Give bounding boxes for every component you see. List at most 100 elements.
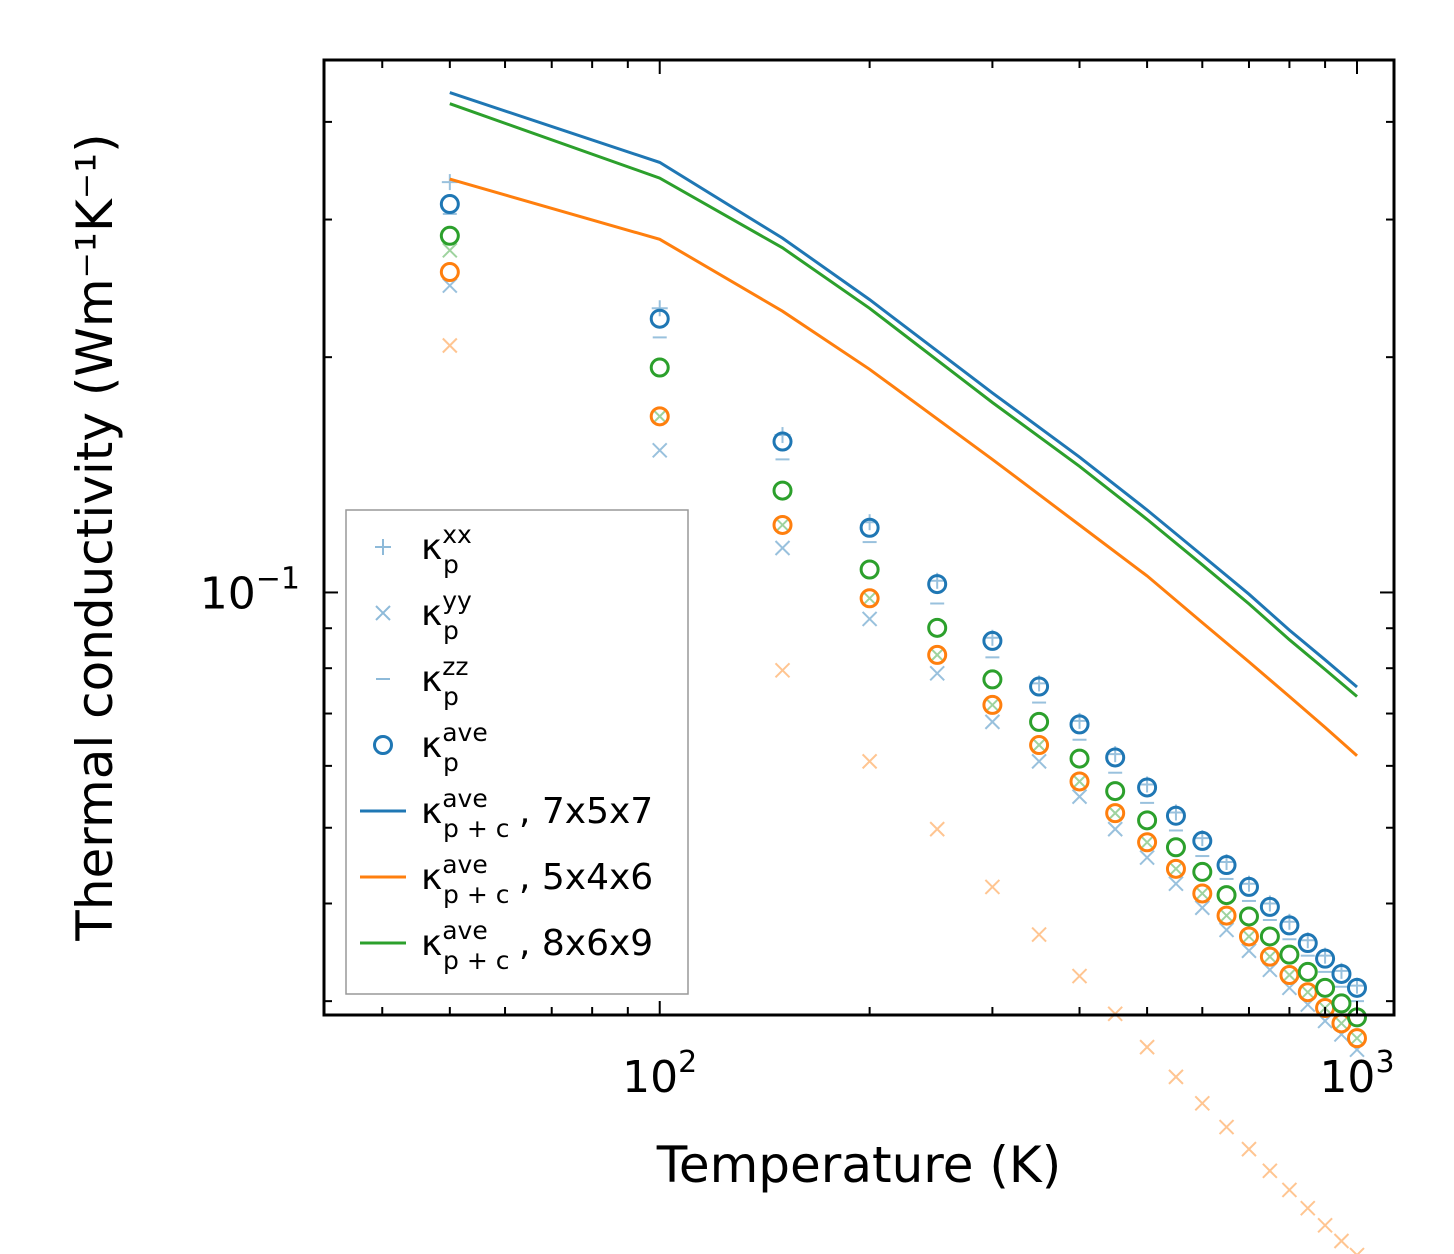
- data-point-5x4x6-ave-150: [772, 514, 793, 535]
- data-point-8x6x9-yy-750: [1262, 948, 1278, 965]
- data-point-8x6x9-yy-600: [1194, 885, 1211, 902]
- data-point-8x6x9-ave-850: [1297, 961, 1318, 982]
- legend-entry: κave p + c, 5x4x6: [360, 850, 653, 909]
- data-point-5x4x6-yy-650: [1218, 1119, 1235, 1135]
- lines-layer: [449, 91, 1358, 757]
- legend-entry: κave p: [373, 718, 488, 777]
- data-point-5x4x6-yy-500: [1139, 1039, 1155, 1055]
- y-axis-label: Thermal conductivity (Wm⁻¹K⁻¹): [66, 133, 124, 941]
- data-point-5x4x6-yy-900: [1317, 1217, 1333, 1234]
- data-point-7x5x7-ave-1000: [1346, 977, 1367, 998]
- data-point-5x4x6-yy-700: [1241, 1141, 1257, 1157]
- data-point-8x6x9-yy-850: [1300, 984, 1316, 1000]
- data-point-7x5x7-yy-450: [1107, 821, 1123, 837]
- data-point-5x4x6-yy-250: [929, 821, 945, 837]
- data-point-7x5x7-ave-550: [1165, 805, 1186, 826]
- data-point-7x5x7-yy-650: [1218, 922, 1235, 938]
- tick-labels: 102 103 10−1: [200, 561, 1395, 1103]
- data-point-5x4x6-yy-350: [1031, 926, 1047, 943]
- data-point-5x4x6-yy-550: [1168, 1069, 1184, 1085]
- data-point-7x5x7-ave-950: [1331, 963, 1352, 984]
- legend-label: κyy p: [421, 586, 472, 645]
- data-point-5x4x6-ave-500: [1137, 832, 1158, 853]
- data-point-8x6x9-yy-1000: [1349, 1030, 1365, 1046]
- data-point-8x6x9-yy-50: [442, 242, 458, 259]
- data-point-8x6x9-ave-350: [1029, 711, 1050, 732]
- data-point-5x4x6-ave-400: [1069, 771, 1090, 792]
- data-point-8x6x9-yy-650: [1218, 907, 1235, 924]
- x-axis-label: Temperature (K): [656, 1136, 1061, 1194]
- data-point-8x6x9-ave-150: [772, 480, 793, 501]
- data-point-5x4x6-ave-700: [1238, 926, 1259, 947]
- data-point-7x5x7-yy-550: [1168, 876, 1184, 892]
- data-point-7x5x7-ave-200: [859, 517, 880, 538]
- data-point-7x5x7-yy-200: [861, 611, 878, 627]
- data-point-8x6x9-yy-100: [652, 408, 668, 425]
- data-point-5x4x6-yy-1000: [1349, 1247, 1365, 1254]
- plot-frame: [322, 58, 1396, 1017]
- data-point-5x4x6-yy-750: [1262, 1163, 1278, 1179]
- legend-marker-swatch: [373, 735, 393, 755]
- data-point-8x6x9-ave-200: [859, 559, 880, 580]
- legend-entry: κyy p: [375, 586, 472, 645]
- data-point-8x6x9-yy-700: [1241, 928, 1257, 945]
- data-point-8x6x9-ave-950: [1331, 993, 1352, 1014]
- series-line-7x5x7: [449, 91, 1358, 689]
- data-point-5x4x6-ave-750: [1259, 946, 1280, 967]
- x-tick-label: 102: [622, 1045, 697, 1103]
- data-point-5x4x6-ave-250: [927, 644, 948, 665]
- data-point-7x5x7-ave-850: [1297, 933, 1318, 954]
- data-point-7x5x7-yy-600: [1194, 900, 1211, 916]
- data-point-7x5x7-ave-300: [982, 630, 1003, 651]
- data-point-5x4x6-ave-1000: [1346, 1028, 1367, 1049]
- data-point-5x4x6-ave-200: [859, 588, 880, 609]
- data-point-5x4x6-ave-550: [1165, 858, 1186, 879]
- data-point-5x4x6-ave-50: [439, 262, 460, 283]
- data-point-5x4x6-ave-300: [982, 694, 1003, 715]
- legend-marker-swatch: [375, 605, 391, 621]
- data-point-5x4x6-ave-350: [1029, 735, 1050, 756]
- data-point-7x5x7-ave-900: [1315, 948, 1336, 969]
- data-point-8x6x9-ave-600: [1192, 861, 1213, 882]
- data-point-7x5x7-yy-250: [929, 665, 945, 682]
- data-point-5x4x6-ave-650: [1216, 905, 1237, 926]
- data-point-8x6x9-ave-550: [1165, 837, 1186, 858]
- data-point-8x6x9-ave-400: [1069, 748, 1090, 769]
- data-point-8x6x9-yy-450: [1107, 805, 1123, 821]
- data-point-7x5x7-yy-350: [1031, 753, 1047, 770]
- data-point-5x4x6-ave-100: [649, 406, 670, 427]
- data-point-5x4x6-ave-800: [1279, 965, 1300, 986]
- legend-marker-swatch: [375, 539, 391, 555]
- data-point-7x5x7-yy-700: [1241, 943, 1257, 959]
- legend-label: κzz p: [421, 652, 468, 711]
- data-point-7x5x7-xx-100: [651, 300, 668, 317]
- data-point-8x6x9-yy-400: [1071, 773, 1088, 790]
- data-point-8x6x9-ave-750: [1259, 926, 1280, 947]
- data-point-7x5x7-ave-700: [1238, 876, 1259, 897]
- legend-label: κave p + c, 8x6x9: [421, 916, 653, 975]
- data-point-7x5x7-ave-450: [1105, 747, 1126, 768]
- series-5x4x6-yy: [442, 337, 1365, 1254]
- data-point-5x4x6-ave-600: [1192, 883, 1213, 904]
- series-8x6x9-ave: [439, 225, 1367, 1028]
- series-line-8x6x9: [449, 102, 1358, 698]
- legend-label: κave p + c, 5x4x6: [421, 850, 653, 909]
- data-point-7x5x7-ave-750: [1259, 896, 1280, 917]
- x-tick-label: 103: [1319, 1045, 1394, 1103]
- legend-entry: κave p + c, 8x6x9: [360, 916, 653, 975]
- data-point-8x6x9-ave-250: [927, 617, 948, 638]
- data-point-7x5x7-ave-800: [1279, 915, 1300, 936]
- series-layer: [439, 174, 1367, 1254]
- data-point-7x5x7-ave-350: [1029, 676, 1050, 697]
- y-tick-label: 10−1: [200, 561, 300, 619]
- data-point-8x6x9-ave-800: [1279, 944, 1300, 965]
- legend-entry: κzz p: [376, 652, 468, 711]
- legend-label: κxx p: [421, 520, 472, 579]
- data-point-7x5x7-ave-100: [649, 308, 670, 329]
- data-point-8x6x9-ave-700: [1238, 906, 1259, 927]
- legend-label: κave p: [421, 718, 488, 777]
- data-point-5x4x6-yy-200: [861, 753, 878, 770]
- legend-label: κave p + c, 7x5x7: [421, 784, 653, 843]
